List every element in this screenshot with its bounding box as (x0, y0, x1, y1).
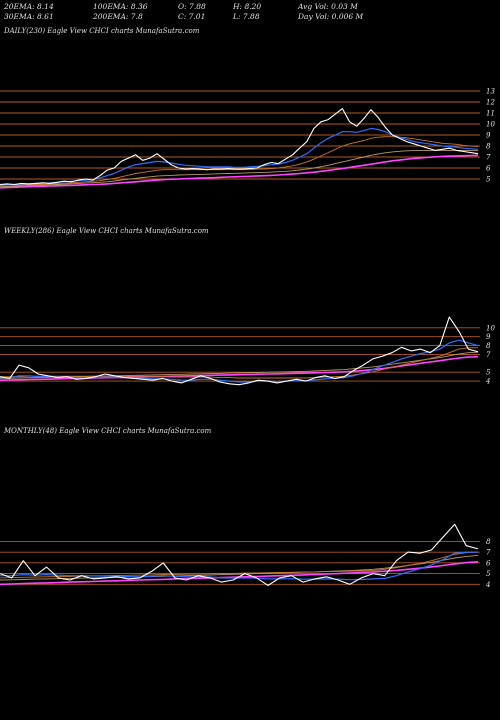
ema-line (0, 339, 479, 383)
y-tick-label: 8 (486, 143, 491, 151)
header-200ema: 200EMA: 7.8 (93, 12, 143, 21)
y-tick-label: 8 (486, 342, 491, 350)
y-tick-label: 8 (486, 538, 491, 546)
y-tick-label: 6 (486, 165, 491, 173)
y-tick-label: 4 (485, 378, 490, 386)
ema-line (0, 347, 478, 379)
y-tick-label: 9 (486, 132, 491, 140)
header-high: H: 8.20 (233, 2, 262, 11)
header-avg-vol: Avg Vol: 0.03 M (298, 2, 358, 11)
ema-line (0, 154, 479, 189)
ema-line (0, 551, 478, 581)
weekly-chart-title: WEEKLY(286) Eagle View CHCI charts Munaf… (4, 227, 209, 235)
price-line (0, 316, 479, 386)
header-30ema: 30EMA: 8.61 (4, 12, 54, 21)
ema-line (0, 149, 478, 188)
y-tick-label: 11 (486, 110, 495, 118)
y-tick-label: 10 (486, 324, 495, 332)
y-tick-label: 12 (486, 99, 495, 107)
header-low: L: 7.88 (233, 12, 260, 21)
y-tick-label: 13 (486, 88, 495, 96)
header-100ema: 100EMA: 8.36 (93, 2, 148, 11)
y-tick-label: 9 (486, 333, 491, 341)
header-20ema: 20EMA: 8.14 (4, 2, 54, 11)
price-line (0, 108, 479, 186)
y-tick-label: 7 (486, 154, 491, 162)
header-open: O: 7.88 (178, 2, 206, 11)
y-tick-label: 7 (486, 351, 491, 359)
y-tick-label: 5 (486, 176, 491, 184)
ema-line (0, 554, 479, 581)
ema-line (0, 136, 479, 187)
header-day-vol: Day Vol: 0.006 M (298, 12, 364, 21)
y-tick-label: 5 (486, 369, 491, 377)
monthly-chart-title: MONTHLY(48) Eagle View CHCI charts Munaf… (4, 427, 212, 435)
y-tick-label: 5 (486, 570, 491, 578)
price-line (0, 523, 479, 586)
y-tick-label: 4 (485, 581, 490, 589)
ema-line (0, 355, 479, 381)
y-tick-label: 6 (486, 559, 491, 567)
daily-chart-title: DAILY(230) Eagle View CHCI charts Munafa… (4, 27, 200, 35)
header-close: C: 7.01 (178, 12, 206, 21)
y-tick-label: 10 (486, 121, 495, 129)
y-tick-label: 7 (486, 549, 491, 557)
ema-line (0, 127, 479, 186)
